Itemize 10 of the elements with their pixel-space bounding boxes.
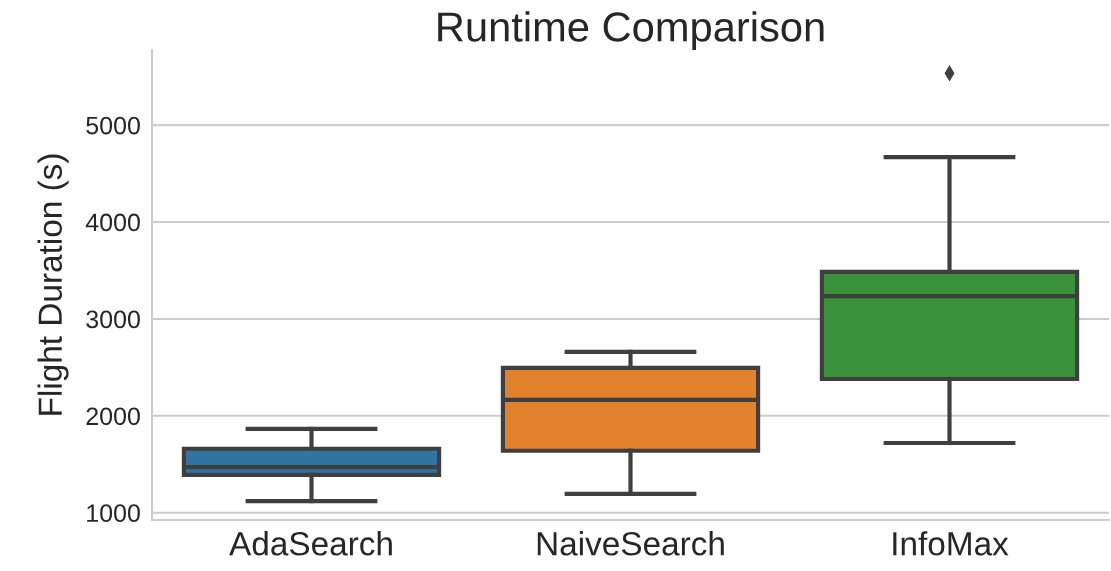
y-tick-label: 2000 <box>86 407 140 426</box>
y-axis-title: Flight Duration (s) <box>37 154 69 415</box>
chart-title: Runtime Comparison <box>438 11 824 50</box>
x-tick-label: AdaSearch <box>229 531 392 556</box>
y-tick-label: 5000 <box>86 116 140 135</box>
y-tick-label: 1000 <box>87 504 140 523</box>
x-tick-label: InfoMax <box>893 531 1009 556</box>
y-tick-label: 3000 <box>86 310 140 329</box>
x-tick-label: NaiveSearch <box>537 531 724 556</box>
y-tick-label: 4000 <box>85 213 140 232</box>
